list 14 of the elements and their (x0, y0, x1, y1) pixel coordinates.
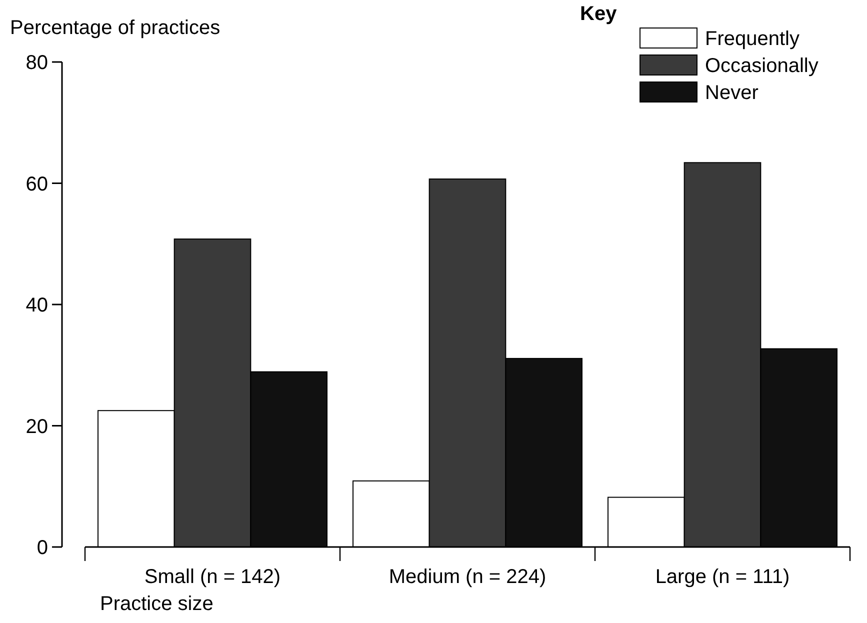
x-axis-title: Practice size (100, 593, 214, 615)
legend-title: Key (580, 3, 618, 25)
y-tick-label: 80 (26, 52, 48, 74)
x-tick-label: Small (n = 142) (144, 566, 281, 588)
legend-label: Never (705, 82, 759, 104)
y-tick-label: 20 (26, 416, 48, 438)
y-axis-title: Percentage of practices (10, 17, 220, 39)
y-tick-label: 60 (26, 173, 48, 196)
legend-label: Occasionally (705, 55, 818, 77)
x-tick-label: Large (n = 111) (655, 566, 790, 588)
x-tick-label: Medium (n = 224) (388, 566, 546, 588)
legend-label: Frequently (705, 28, 800, 50)
y-tick-label: 40 (26, 294, 48, 316)
y-tick-label: 0 (36, 537, 48, 559)
